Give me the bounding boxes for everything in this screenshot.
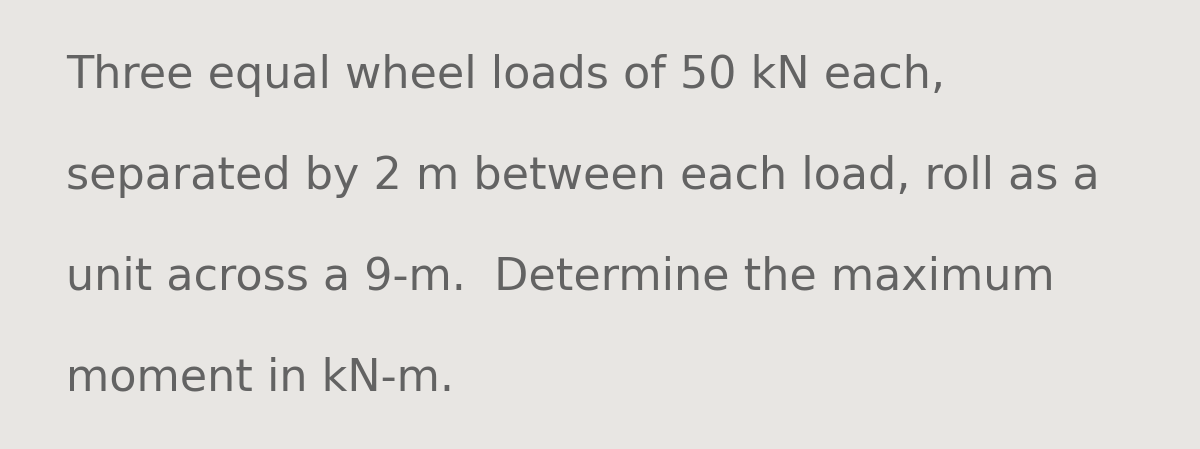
- Text: moment in kN-m.: moment in kN-m.: [66, 357, 454, 400]
- Text: unit across a 9-m.  Determine the maximum: unit across a 9-m. Determine the maximum: [66, 256, 1055, 299]
- Text: separated by 2 m between each load, roll as a: separated by 2 m between each load, roll…: [66, 155, 1099, 198]
- Text: Three equal wheel loads of 50 kN each,: Three equal wheel loads of 50 kN each,: [66, 54, 946, 97]
